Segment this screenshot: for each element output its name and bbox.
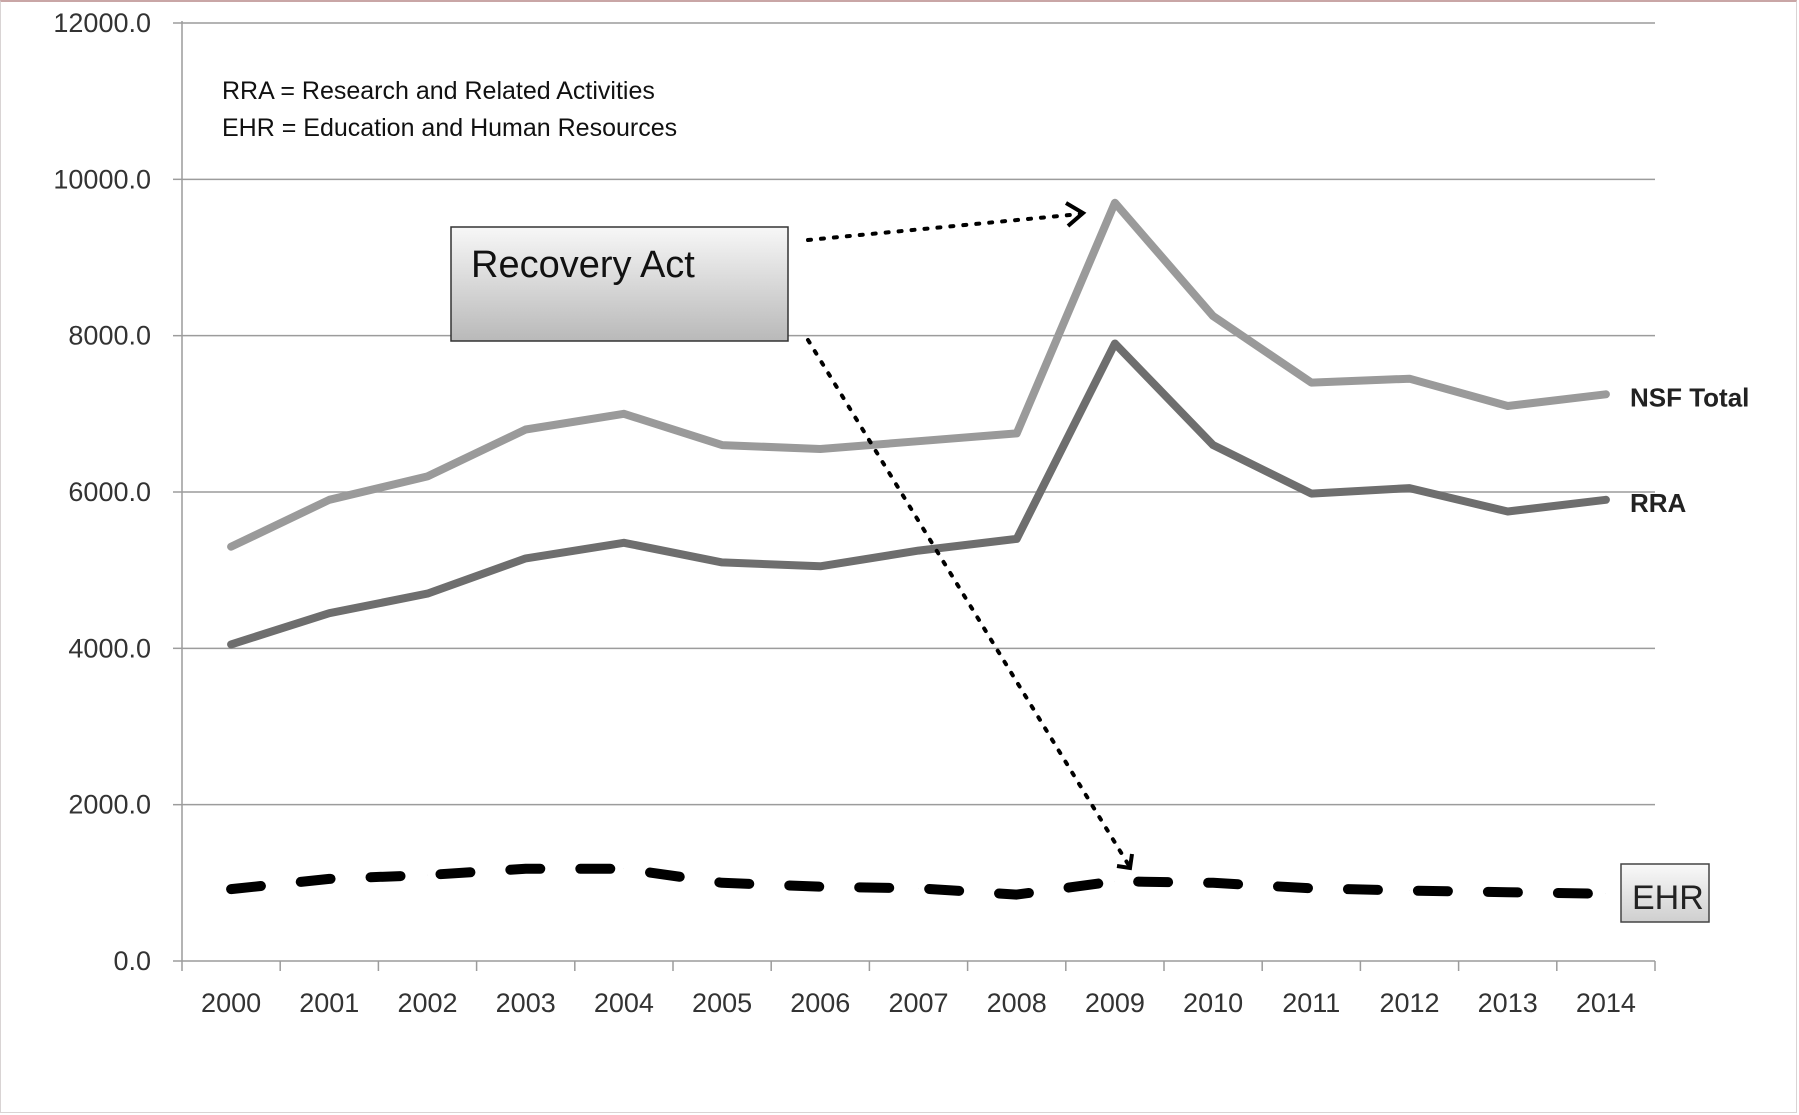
x-tick-label: 2009 bbox=[1085, 988, 1145, 1018]
y-tick-label: 10000.0 bbox=[53, 164, 151, 194]
x-tick-label: 2000 bbox=[201, 988, 261, 1018]
x-tick-labels: 2000 2001 2002 2003 2004 2005 2006 2007 2008 2009… bbox=[201, 988, 1636, 1018]
y-tick-label: 12000.0 bbox=[53, 8, 151, 38]
y-tick-label: 8000.0 bbox=[68, 321, 151, 351]
series-line-nsf-total bbox=[227, 198, 1610, 551]
callout-label: Recovery Act bbox=[471, 244, 695, 286]
arrow-to-nsf-total bbox=[806, 212, 1082, 242]
callout-arrows bbox=[806, 201, 1134, 871]
x-tick-label: 2002 bbox=[397, 988, 457, 1018]
y-tick-label: 6000.0 bbox=[68, 477, 151, 507]
arrowhead-ehr bbox=[1116, 853, 1134, 871]
recovery-act-callout: Recovery Act bbox=[450, 226, 789, 342]
x-tick-label: 2010 bbox=[1183, 988, 1243, 1018]
x-tick-label: 2012 bbox=[1379, 988, 1439, 1018]
y-tick-label: 4000.0 bbox=[68, 633, 151, 663]
x-tick-label: 2001 bbox=[299, 988, 359, 1018]
note-rra-definition: RRA = Research and Related Activities bbox=[222, 77, 655, 105]
arrow-to-ehr bbox=[806, 338, 1130, 866]
x-tick-label: 2014 bbox=[1576, 988, 1636, 1018]
arrowhead-nsf-total bbox=[1064, 201, 1087, 228]
series-line-ehr bbox=[226, 863, 1611, 900]
ehr-label-box: EHR bbox=[1620, 863, 1710, 923]
note-ehr-definition: EHR = Education and Human Resources bbox=[222, 114, 677, 142]
x-tick-label: 2011 bbox=[1282, 988, 1340, 1018]
series-label-rra: RRA bbox=[1630, 488, 1687, 518]
x-tick-label: 2005 bbox=[692, 988, 752, 1018]
y-tick-label: 0.0 bbox=[113, 946, 151, 976]
x-tick-label: 2013 bbox=[1478, 988, 1538, 1018]
x-tick-label: 2007 bbox=[888, 988, 948, 1018]
ehr-box bbox=[1620, 863, 1710, 923]
x-tick-label: 2003 bbox=[496, 988, 556, 1018]
y-tick-label: 2000.0 bbox=[68, 790, 151, 820]
series-label-ehr: EHR bbox=[1632, 879, 1704, 917]
series-line-rra bbox=[227, 339, 1610, 649]
x-tick-label: 2006 bbox=[790, 988, 850, 1018]
axes bbox=[173, 21, 1656, 971]
callout-box bbox=[450, 226, 789, 342]
x-tick-label: 2004 bbox=[594, 988, 654, 1018]
x-tick-label: 2008 bbox=[987, 988, 1047, 1018]
series-labels: NSF Total RRA bbox=[1630, 382, 1749, 518]
series-label-nsf-total: NSF Total bbox=[1630, 382, 1749, 412]
series-lines bbox=[226, 198, 1611, 900]
y-tick-labels: 0.0 2000.0 4000.0 6000.0 8000.0 10000.0 12000.… bbox=[53, 8, 151, 976]
